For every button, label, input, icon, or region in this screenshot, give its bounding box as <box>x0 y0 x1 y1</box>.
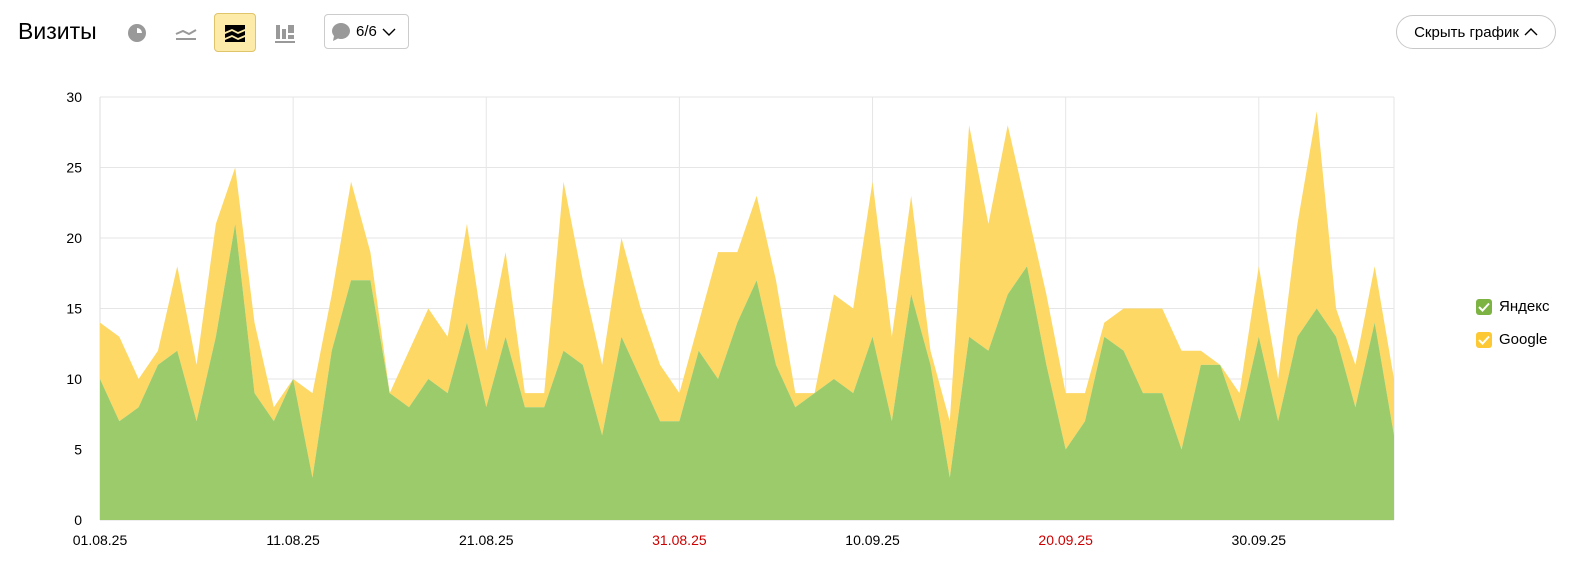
legend-item-google[interactable]: Google <box>1476 331 1547 348</box>
y-tick-label: 15 <box>66 301 82 317</box>
x-tick-label: 01.08.25 <box>73 532 128 548</box>
chevron-up-icon <box>1524 28 1538 36</box>
stacked-bar-icon <box>275 24 295 43</box>
hide-chart-label: Скрыть график <box>1414 23 1519 41</box>
y-tick-label: 25 <box>66 160 82 176</box>
page-title: Визиты <box>18 18 97 44</box>
legend-label: Google <box>1499 331 1548 348</box>
stacked-bar-view-button[interactable] <box>264 13 306 52</box>
y-tick-label: 10 <box>66 371 82 387</box>
legend-label: Яндекс <box>1499 298 1550 315</box>
comment-icon <box>332 22 350 41</box>
chevron-down-icon <box>382 28 396 36</box>
x-tick-label: 21.08.25 <box>459 532 514 548</box>
stacked-area-icon <box>225 24 245 42</box>
pie-chart-view-button[interactable] <box>116 13 158 52</box>
y-tick-label: 5 <box>74 442 82 458</box>
checkbox-checked-icon[interactable] <box>1476 331 1492 348</box>
area-google <box>100 111 1394 478</box>
checkbox-checked-icon[interactable] <box>1476 298 1492 315</box>
area-yandex <box>100 223 1394 520</box>
line-chart-icon <box>175 28 197 40</box>
stacked-area-view-button[interactable] <box>214 13 256 52</box>
pie-chart-icon <box>128 23 146 42</box>
y-tick-label: 0 <box>74 512 82 528</box>
hide-chart-button[interactable]: Скрыть график <box>1396 15 1556 49</box>
x-tick-label: 30.09.25 <box>1232 532 1287 548</box>
comments-counter: 6/6 <box>356 23 377 40</box>
comments-dropdown[interactable]: 6/6 <box>324 14 409 49</box>
x-tick-label: 10.09.25 <box>845 532 900 548</box>
x-tick-label: 11.08.25 <box>266 532 320 548</box>
line-chart-view-button[interactable] <box>165 13 207 52</box>
x-tick-label: 31.08.25 <box>652 532 707 548</box>
legend-item-yandex[interactable]: Яндекс <box>1476 298 1549 315</box>
y-tick-label: 20 <box>66 230 82 246</box>
y-tick-label: 30 <box>66 89 82 105</box>
x-tick-label: 20.09.25 <box>1038 532 1093 548</box>
